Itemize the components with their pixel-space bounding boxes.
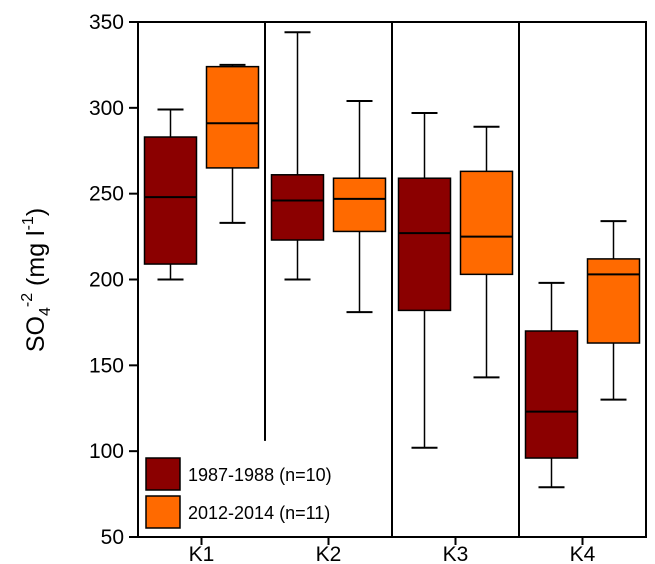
x-tick-label-k1: K1	[189, 543, 215, 564]
box-k4-series-2	[586, 220, 641, 401]
box-k3-series-1	[397, 111, 452, 449]
box-k3-series-1-iqr	[397, 177, 452, 312]
box-k2-series-1	[270, 31, 325, 281]
box-k3-series-2-iqr	[459, 170, 514, 276]
legend-swatch-1	[145, 457, 181, 491]
box-k2-series-2-iqr	[332, 177, 387, 233]
box-k4-series-1-iqr	[524, 330, 579, 459]
box-k4-series-1	[524, 281, 579, 489]
y-axis-label: SO4-2 (mg l-1)	[19, 208, 54, 352]
x-tick-label-k2: K2	[316, 543, 342, 564]
y-axis-label-unit-open: (mg l	[22, 230, 50, 293]
y-tick-label-350: 350	[89, 11, 124, 34]
box-k1-series-2-iqr	[205, 65, 260, 169]
y-axis-label-unit-close: )	[22, 208, 50, 216]
box-k3-series-2	[459, 125, 514, 379]
box-k4-series-2-iqr	[586, 258, 641, 344]
box-k2-series-2	[332, 99, 387, 314]
y-tick-label-200: 200	[89, 269, 124, 292]
y-axis-label-unit-sup: -1	[20, 216, 37, 230]
legend-swatch-2	[145, 495, 181, 529]
y-tick-label-100: 100	[89, 440, 124, 463]
y-axis-label-sup: -2	[19, 293, 36, 307]
box-k2-series-1-iqr	[270, 174, 325, 241]
y-tick-label-150: 150	[89, 354, 124, 377]
box-k1-series-1-iqr	[143, 136, 198, 265]
legend: 1987-1988 (n=10) 2012-2014 (n=11)	[145, 457, 332, 529]
y-tick-label-300: 300	[89, 97, 124, 120]
x-tick-label-k4: K4	[570, 543, 596, 564]
x-tick-label-k3: K3	[443, 543, 469, 564]
y-tick-label-50: 50	[101, 526, 124, 549]
box-k1-series-1	[143, 108, 198, 281]
y-axis-label-sub: 4	[37, 307, 54, 316]
box-k1-series-2	[205, 63, 260, 224]
legend-label-1: 1987-1988 (n=10)	[188, 465, 332, 485]
plot-area: 50 100 150 200 250 300 350 K1 K2 K3 K4 1987-1988 (n…	[89, 11, 647, 564]
y-axis-label-base: SO	[22, 316, 50, 352]
y-tick-label-250: 250	[89, 183, 124, 206]
legend-label-2: 2012-2014 (n=11)	[188, 503, 330, 523]
